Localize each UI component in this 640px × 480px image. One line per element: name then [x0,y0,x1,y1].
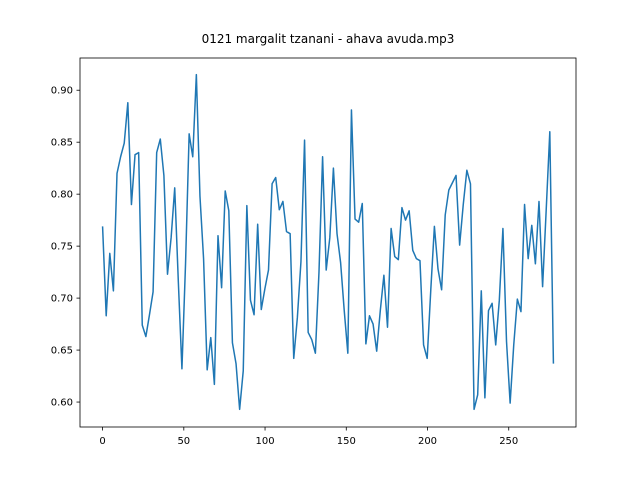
y-tick-label: 0.90 [51,86,73,97]
y-tick-label: 0.75 [51,242,73,253]
x-tick-label: 250 [499,436,518,447]
x-tick-label: 200 [418,436,437,447]
plot-frame [79,57,577,428]
y-tick-label: 0.85 [51,138,73,149]
x-tick-label: 50 [177,436,190,447]
y-tick-label: 0.80 [51,190,73,201]
y-tick-label: 0.60 [51,398,73,409]
x-tick-label: 100 [255,436,274,447]
y-tick-label: 0.65 [51,346,73,357]
data-line [101,73,555,411]
x-tick-label: 0 [99,436,105,447]
x-tick-label: 150 [337,436,356,447]
chart-title: 0121 margalit tzanani - ahava avuda.mp3 [202,32,455,46]
y-tick-label: 0.70 [51,294,73,305]
